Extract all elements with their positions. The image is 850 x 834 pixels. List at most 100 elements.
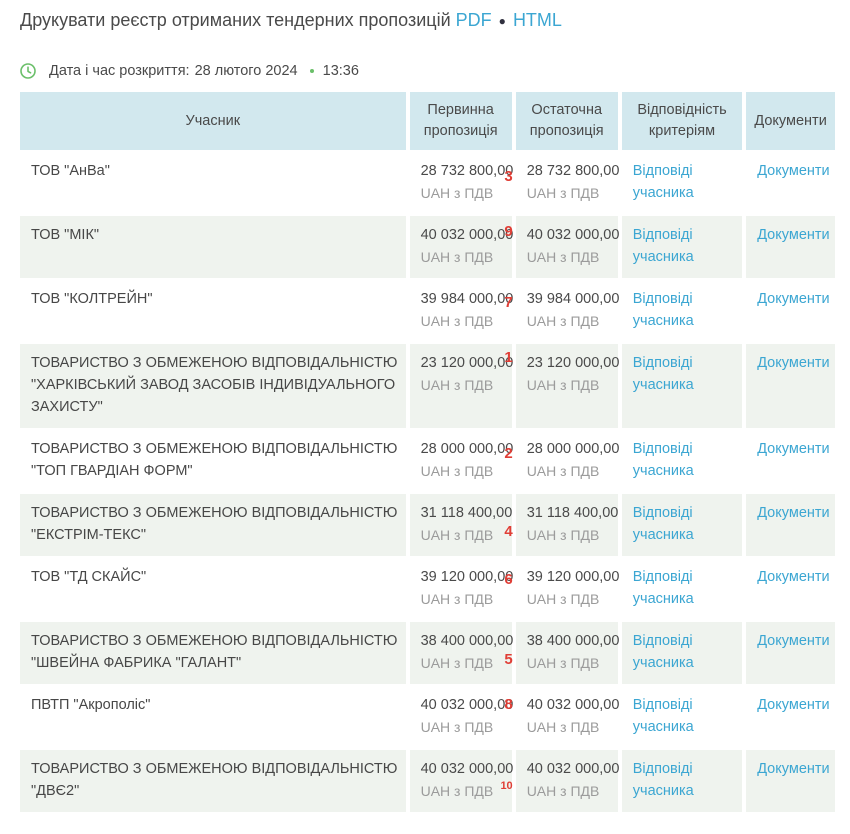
compliance-cell: Відповіді учасника <box>619 343 747 430</box>
initial-proposal-cell: 40 032 000,00 UAH з ПДВ 10 <box>407 749 516 814</box>
rank-annotation: 9 <box>504 223 513 240</box>
final-proposal-cell: 40 032 000,00 UAH з ПДВ <box>513 749 622 814</box>
rank-annotation: 6 <box>504 571 513 588</box>
page-title-line: Друкувати реєстр отриманих тендерних про… <box>20 8 835 33</box>
participant-answers-link[interactable]: Відповіді учасника <box>632 227 694 265</box>
documents-cell: Документи <box>744 151 835 216</box>
final-amount: 28 732 800,00 <box>526 163 620 179</box>
currency-label: UAH з ПДВ <box>526 463 600 479</box>
documents-link[interactable]: Документи <box>757 163 830 179</box>
participant-answers-link[interactable]: Відповіді учасника <box>632 505 694 543</box>
table-row: ТОВАРИСТВО З ОБМЕЖЕНОЮ ВІДПОВІДАЛЬНІСТЮ … <box>20 749 835 814</box>
header-final-proposal: Остаточна пропозиція <box>513 92 622 152</box>
html-link[interactable]: HTML <box>512 10 562 30</box>
compliance-cell: Відповіді учасника <box>619 215 747 280</box>
initial-proposal-cell: 28 000 000,00 UAH з ПДВ 2 <box>407 429 516 494</box>
currency-label: UAH з ПДВ <box>526 377 600 393</box>
documents-link[interactable]: Документи <box>757 227 830 243</box>
pdf-link[interactable]: PDF <box>455 10 492 30</box>
final-proposal-cell: 39 984 000,00 UAH з ПДВ <box>513 279 622 344</box>
currency-label: UAH з ПДВ <box>420 655 494 671</box>
initial-amount: 28 000 000,00 <box>420 441 514 457</box>
documents-link[interactable]: Документи <box>757 355 830 371</box>
initial-proposal-cell: 28 732 800,00 UAH з ПДВ 3 <box>407 151 516 216</box>
final-amount: 38 400 000,00 <box>526 633 620 649</box>
currency-label: UAH з ПДВ <box>526 249 600 265</box>
bids-table: Учасник Первинна пропозиція Остаточна пр… <box>20 92 835 814</box>
documents-cell: Документи <box>744 429 835 494</box>
participant-name: ТОВ "КОЛТРЕЙН" <box>20 279 410 344</box>
currency-label: UAH з ПДВ <box>526 719 600 735</box>
currency-label: UAH з ПДВ <box>420 185 494 201</box>
participant-name: ТОВАРИСТВО З ОБМЕЖЕНОЮ ВІДПОВІДАЛЬНІСТЮ … <box>20 621 410 686</box>
participant-answers-link[interactable]: Відповіді учасника <box>632 633 694 671</box>
participant-answers-link[interactable]: Відповіді учасника <box>632 163 694 201</box>
documents-link[interactable]: Документи <box>757 291 830 307</box>
participant-answers-link[interactable]: Відповіді учасника <box>632 291 694 329</box>
header-compliance: Відповідність критеріям <box>619 92 747 152</box>
currency-label: UAH з ПДВ <box>420 783 494 799</box>
dot-separator-icon: ● <box>498 14 506 28</box>
compliance-cell: Відповіді учасника <box>619 621 747 686</box>
rank-annotation: 5 <box>504 651 513 668</box>
compliance-cell: Відповіді учасника <box>619 429 747 494</box>
final-amount: 40 032 000,00 <box>526 697 620 713</box>
participant-answers-link[interactable]: Відповіді учасника <box>632 761 694 799</box>
documents-link[interactable]: Документи <box>757 697 830 713</box>
initial-proposal-cell: 40 032 000,00 UAH з ПДВ 9 <box>407 215 516 280</box>
participant-answers-link[interactable]: Відповіді учасника <box>632 355 694 393</box>
final-proposal-cell: 23 120 000,00 UAH з ПДВ <box>513 343 622 430</box>
documents-link[interactable]: Документи <box>757 441 830 457</box>
initial-proposal-cell: 39 984 000,00 UAH з ПДВ 7 <box>407 279 516 344</box>
documents-link[interactable]: Документи <box>757 633 830 649</box>
disclosure-row: Дата і час розкриття: 28 лютого 2024 13:… <box>20 63 835 79</box>
table-row: ТОВ "МІК" 40 032 000,00 UAH з ПДВ 9 40 0… <box>20 215 835 280</box>
rank-annotation: 8 <box>504 696 513 713</box>
disclosure-date: 28 лютого 2024 <box>194 63 298 79</box>
documents-cell: Документи <box>744 343 835 430</box>
clock-icon <box>20 63 36 79</box>
final-amount: 39 984 000,00 <box>526 291 620 307</box>
compliance-cell: Відповіді учасника <box>619 493 747 558</box>
initial-amount: 40 032 000,00 <box>420 761 514 777</box>
rank-annotation: 4 <box>504 523 513 540</box>
final-proposal-cell: 28 732 800,00 UAH з ПДВ <box>513 151 622 216</box>
compliance-cell: Відповіді учасника <box>619 557 747 622</box>
green-dot-icon <box>309 69 314 73</box>
final-amount: 39 120 000,00 <box>526 569 620 585</box>
initial-amount: 40 032 000,00 <box>420 697 514 713</box>
compliance-cell: Відповіді учасника <box>619 749 747 814</box>
initial-proposal-cell: 40 032 000,00 UAH з ПДВ 8 <box>407 685 516 750</box>
participant-name: ТОВАРИСТВО З ОБМЕЖЕНОЮ ВІДПОВІДАЛЬНІСТЮ … <box>20 749 410 814</box>
participant-answers-link[interactable]: Відповіді учасника <box>632 569 694 607</box>
currency-label: UAH з ПДВ <box>420 249 494 265</box>
header-documents: Документи <box>744 92 835 152</box>
page-title: Друкувати реєстр отриманих тендерних про… <box>20 10 451 30</box>
documents-cell: Документи <box>744 279 835 344</box>
final-proposal-cell: 40 032 000,00 UAH з ПДВ <box>513 215 622 280</box>
table-row: ПВТП "Акрополіс" 40 032 000,00 UAH з ПДВ… <box>20 685 835 750</box>
participant-name: ТОВАРИСТВО З ОБМЕЖЕНОЮ ВІДПОВІДАЛЬНІСТЮ … <box>20 343 410 430</box>
table-row: ТОВАРИСТВО З ОБМЕЖЕНОЮ ВІДПОВІДАЛЬНІСТЮ … <box>20 429 835 494</box>
final-proposal-cell: 38 400 000,00 UAH з ПДВ <box>513 621 622 686</box>
documents-cell: Документи <box>744 685 835 750</box>
table-row: ТОВАРИСТВО З ОБМЕЖЕНОЮ ВІДПОВІДАЛЬНІСТЮ … <box>20 493 835 558</box>
currency-label: UAH з ПДВ <box>526 783 600 799</box>
final-amount: 23 120 000,00 <box>526 355 620 371</box>
currency-label: UAH з ПДВ <box>420 377 494 393</box>
table-row: ТОВАРИСТВО З ОБМЕЖЕНОЮ ВІДПОВІДАЛЬНІСТЮ … <box>20 343 835 430</box>
participant-name: ТОВ "МІК" <box>20 215 410 280</box>
participant-answers-link[interactable]: Відповіді учасника <box>632 441 694 479</box>
documents-link[interactable]: Документи <box>757 569 830 585</box>
currency-label: UAH з ПДВ <box>420 591 494 607</box>
currency-label: UAH з ПДВ <box>526 655 600 671</box>
participant-answers-link[interactable]: Відповіді учасника <box>632 697 694 735</box>
rank-annotation: 10 <box>500 780 513 792</box>
initial-proposal-cell: 39 120 000,00 UAH з ПДВ 6 <box>407 557 516 622</box>
documents-link[interactable]: Документи <box>757 761 830 777</box>
documents-link[interactable]: Документи <box>757 505 830 521</box>
disclosure-label: Дата і час розкриття: <box>49 63 190 79</box>
compliance-cell: Відповіді учасника <box>619 151 747 216</box>
table-header-row: Учасник Первинна пропозиція Остаточна пр… <box>20 92 835 152</box>
compliance-cell: Відповіді учасника <box>619 279 747 344</box>
